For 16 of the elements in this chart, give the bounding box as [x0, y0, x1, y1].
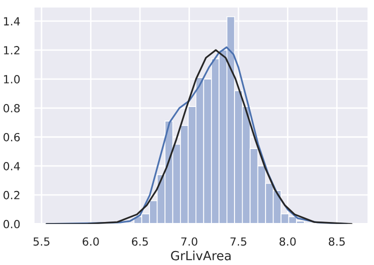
y-tick-label: 0.8 [4, 104, 20, 112]
y-tick-label: 1.4 [4, 17, 20, 26]
x-tick-label: 8.5 [328, 237, 345, 246]
x-tick-label: 6.5 [132, 237, 148, 246]
x-tick-label: 7.5 [230, 237, 246, 246]
y-tick-label: 0.2 [4, 190, 20, 200]
y-tick-label: 0.6 [4, 132, 20, 142]
y-tick-label: 0.0 [4, 220, 20, 228]
x-tick-label: 8.0 [280, 237, 296, 246]
x-tick-label: 7.0 [181, 237, 198, 246]
x-tick-label: 5.5 [34, 237, 50, 246]
y-tick-label: 1.2 [4, 46, 20, 54]
y-tick-label: 1.0 [4, 75, 20, 84]
x-axis-title: GrLivArea [171, 250, 231, 260]
y-tick-label: 0.4 [4, 162, 20, 170]
x-tick-label: 6.0 [82, 237, 99, 246]
